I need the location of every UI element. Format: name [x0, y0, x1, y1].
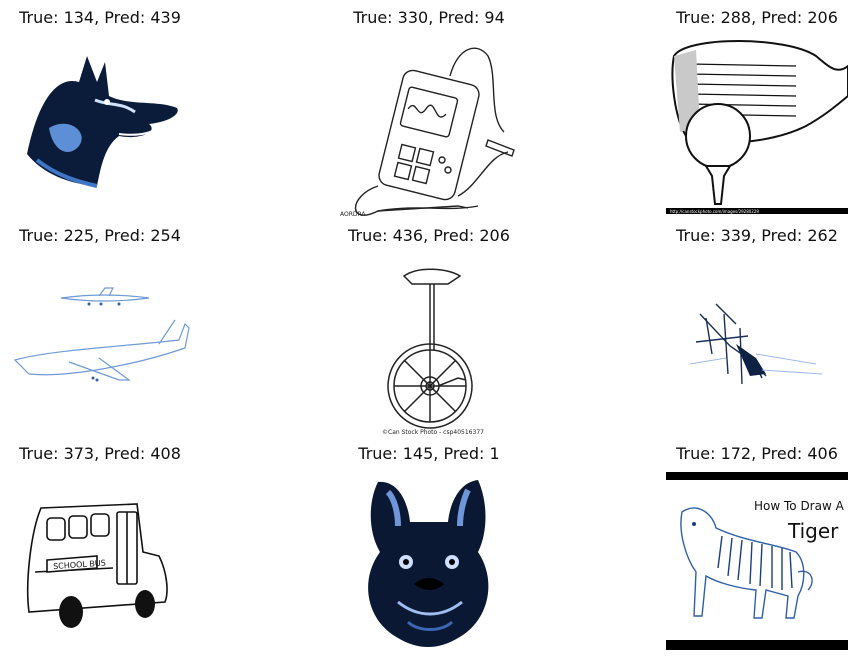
cell-caption: True: 134, Pred: 439 [19, 8, 181, 27]
cell-caption: True: 330, Pred: 94 [353, 8, 505, 27]
cell-caption: True: 339, Pred: 262 [676, 226, 838, 245]
image-watermark: ©Can Stock Photo - csp40516377 [382, 429, 484, 436]
grid-cell-5: True: 436, Pred: 206 ©Can Stock Photo - … [338, 226, 520, 436]
cell-caption: True: 373, Pred: 408 [19, 444, 181, 463]
grid-cell-2: True: 330, Pred: 94 AORDRA [338, 8, 520, 218]
airplanes-image [9, 254, 191, 436]
bus-label: SCHOOL BUS [53, 558, 106, 571]
grid-cell-3: True: 288, Pred: 206 http://canstockphot… [666, 8, 848, 218]
cell-caption: True: 225, Pred: 254 [19, 226, 181, 245]
tiger-image: How To Draw A Tiger [666, 472, 848, 654]
cell-caption: True: 145, Pred: 1 [358, 444, 500, 463]
school-bus-image: SCHOOL BUS [9, 472, 191, 654]
unicycle-image: ©Can Stock Photo - csp40516377 [338, 254, 520, 436]
grid-cell-4: True: 225, Pred: 254 [9, 226, 191, 436]
image-watermark: http://canstockphoto.com/images/29280229 [670, 209, 759, 214]
grid-cell-7: True: 373, Pred: 408 SCHOOL BUS [9, 444, 191, 654]
grid-cell-8: True: 145, Pred: 1 [338, 444, 520, 654]
dog-head-image [9, 36, 191, 218]
image-watermark: AORDRA [340, 211, 366, 218]
tiger-title-line1: How To Draw A [754, 499, 845, 513]
tiger-title-line2: Tiger [787, 519, 839, 543]
grid-cell-1: True: 134, Pred: 439 [9, 8, 191, 218]
cell-caption: True: 436, Pred: 206 [348, 226, 510, 245]
grid-cell-6: True: 339, Pred: 262 [666, 226, 848, 436]
ink-sketch-image [666, 254, 848, 436]
grid-cell-9: True: 172, Pred: 406 How To Draw A Tiger [666, 444, 848, 654]
cell-caption: True: 288, Pred: 206 [676, 8, 838, 27]
cell-caption: True: 172, Pred: 406 [676, 444, 838, 463]
multimeter-image: AORDRA [338, 36, 520, 218]
golf-club-image: http://canstockphoto.com/images/29280229 [666, 36, 848, 218]
bulldog-image [338, 472, 520, 654]
